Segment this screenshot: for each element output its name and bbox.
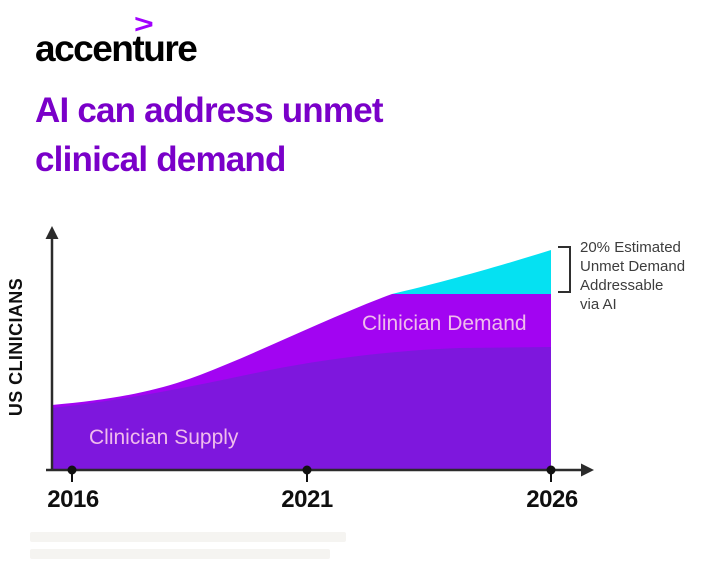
- annotation-bracket: [558, 246, 571, 293]
- chart-canvas: 2016 2021 2026 US CLINICIANS Clinician D…: [6, 226, 685, 513]
- accenture-arrow-icon: >: [134, 9, 154, 39]
- faint-source-line-1: [30, 532, 346, 542]
- page-title: AI can address unmet clinical demand: [35, 86, 384, 184]
- page-title-line1: AI can address unmet: [35, 91, 384, 130]
- annotation-line-4: via AI: [580, 296, 617, 313]
- clinician-supply-demand-chart: 2016 2021 2026 US CLINICIANS Clinician D…: [0, 215, 724, 515]
- ai-addressable-wedge-area: [392, 250, 551, 294]
- page-title-line2: clinical demand: [35, 140, 286, 179]
- clinician-demand-label: Clinician Demand: [362, 312, 527, 335]
- x-axis-arrowhead: [581, 463, 594, 477]
- annotation-line-1: 20% Estimated: [580, 239, 681, 256]
- x-tick-label-2026: 2026: [526, 486, 578, 513]
- tick-dot-2026: [546, 465, 556, 475]
- clinician-supply-label: Clinician Supply: [89, 426, 239, 449]
- accenture-logo: > accenture: [35, 11, 198, 69]
- tick-dot-2021: [302, 465, 312, 475]
- annotation-line-2: Unmet Demand: [580, 258, 685, 275]
- x-tick-label-2016: 2016: [47, 486, 99, 513]
- clinician-supply-area: [52, 347, 551, 469]
- x-tick-label-2021: 2021: [281, 486, 333, 513]
- faint-source-line-2: [30, 549, 330, 559]
- tick-dot-2016: [67, 465, 77, 475]
- accenture-logo-text: accenture: [35, 28, 198, 69]
- y-axis-arrowhead: [45, 226, 59, 239]
- y-axis-label: US CLINICIANS: [6, 278, 26, 416]
- annotation-line-3: Addressable: [580, 277, 663, 294]
